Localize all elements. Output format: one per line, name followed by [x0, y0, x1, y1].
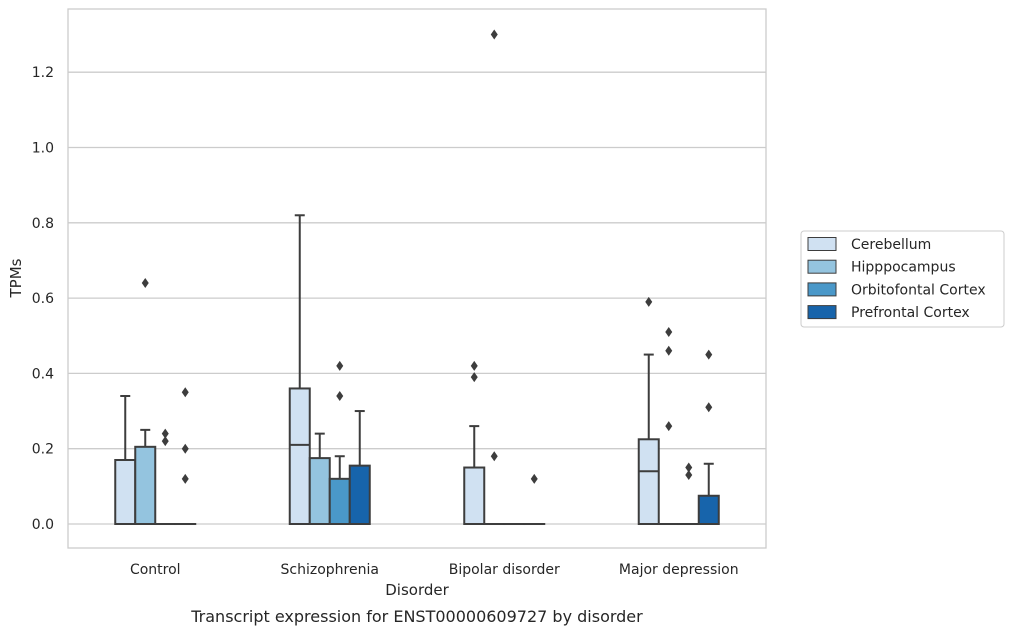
box-prefrontal-cortex — [348, 410, 371, 525]
y-tick-label: 0.2 — [32, 442, 54, 458]
legend-label: Cerebellum — [851, 237, 931, 253]
outlier-point — [705, 349, 713, 360]
plot-area-frame — [67, 8, 767, 549]
outlier-point — [530, 473, 538, 484]
box-body — [348, 464, 371, 525]
box-hipppocampus — [657, 326, 680, 526]
outlier-point — [490, 29, 498, 40]
box-body — [463, 466, 486, 525]
outlier-point — [685, 470, 693, 481]
x-tick-label: Bipolar disorder — [449, 562, 560, 578]
outlier-point — [665, 421, 673, 432]
x-tick-label: Major depression — [619, 562, 739, 578]
outlier-point — [336, 390, 344, 401]
box-series — [114, 29, 720, 526]
legend-label: Orbitofontal Cortex — [851, 282, 986, 298]
outlier-point — [181, 443, 189, 454]
x-axis-ticks: Control Schizophrenia Bipolar disorder Majo… — [130, 562, 739, 578]
y-tick-label: 0.8 — [32, 216, 54, 232]
outlier-point — [181, 387, 189, 398]
box-prefrontal-cortex — [174, 387, 197, 526]
outlier-point — [181, 473, 189, 484]
y-tick-label: 1.0 — [32, 141, 54, 157]
x-tick-label: Control — [130, 562, 181, 578]
legend-swatch — [807, 282, 837, 297]
box-cerebellum — [288, 214, 311, 525]
y-tick-label: 0.6 — [32, 291, 54, 307]
outlier-point — [470, 372, 478, 383]
x-axis-title: Disorder — [385, 581, 449, 599]
legend-label: Prefrontal Cortex — [851, 305, 970, 321]
outlier-point — [645, 296, 653, 307]
box-orbitofontal-cortex — [154, 428, 177, 526]
box-body — [114, 458, 137, 525]
box-body — [134, 445, 157, 526]
y-tick-label: 1.2 — [32, 65, 54, 81]
box-orbitofontal-cortex — [677, 462, 700, 526]
box-body — [637, 438, 660, 526]
outlier-point — [470, 360, 478, 371]
legend-swatch — [807, 237, 837, 251]
box-prefrontal-cortex — [523, 473, 546, 526]
y-axis-title: TPMs — [7, 258, 25, 298]
box-cerebellum — [637, 296, 660, 526]
box-prefrontal-cortex — [697, 349, 720, 526]
box-body — [328, 477, 351, 526]
box-orbitofontal-cortex — [328, 360, 351, 526]
outlier-point — [161, 428, 169, 439]
y-tick-label: 0.0 — [32, 517, 54, 533]
outlier-point — [665, 326, 673, 337]
outlier-point — [665, 345, 673, 356]
outlier-point — [705, 402, 713, 413]
box-hipppocampus — [134, 278, 157, 526]
box-body — [308, 457, 331, 525]
legend-swatch — [807, 259, 837, 274]
x-tick-label: Schizophrenia — [281, 562, 379, 578]
legend-frame — [800, 230, 1005, 328]
figure-caption: Transcript expression for ENST0000060972… — [190, 607, 643, 626]
box-cerebellum — [463, 360, 486, 525]
outlier-point — [161, 436, 169, 447]
legend-label: Hipppocampus — [851, 260, 956, 276]
y-tick-label: 0.4 — [32, 366, 54, 382]
outlier-point — [336, 360, 344, 371]
y-axis-ticks: 0.0 0.2 0.4 0.6 0.8 1.0 1.2 — [32, 65, 54, 533]
legend: Cerebellum Hipppocampus Orbitofontal Corte… — [800, 230, 1005, 328]
box-body — [288, 387, 311, 525]
outlier-point — [685, 462, 693, 473]
box-body — [697, 494, 720, 526]
outlier-point — [490, 451, 498, 462]
outlier-point — [141, 278, 149, 289]
legend-swatch — [807, 305, 837, 320]
